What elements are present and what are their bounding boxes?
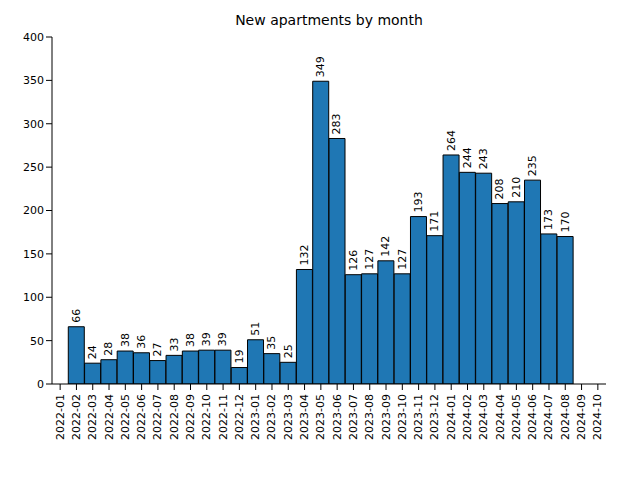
svg-text:25: 25 xyxy=(282,344,295,358)
svg-text:132: 132 xyxy=(298,244,311,265)
svg-text:127: 127 xyxy=(363,249,376,270)
svg-text:100: 100 xyxy=(23,291,44,304)
svg-text:33: 33 xyxy=(168,337,181,351)
html-text:New apartments by month: New apartments by month xyxy=(235,12,423,28)
svg-text:2023-12: 2023-12 xyxy=(428,394,441,440)
svg-text:19: 19 xyxy=(233,350,246,364)
svg-text:250: 250 xyxy=(23,161,44,174)
svg-text:350: 350 xyxy=(23,74,44,87)
svg-text:38: 38 xyxy=(119,333,132,347)
svg-text:2024-10: 2024-10 xyxy=(591,394,604,440)
svg-text:2023-01: 2023-01 xyxy=(249,394,262,440)
svg-text:2024-09: 2024-09 xyxy=(575,394,588,440)
svg-text:51: 51 xyxy=(249,322,262,336)
svg-text:170: 170 xyxy=(559,212,572,233)
svg-text:2022-02: 2022-02 xyxy=(70,394,83,440)
svg-text:208: 208 xyxy=(493,179,506,200)
svg-text:127: 127 xyxy=(396,249,409,270)
svg-text:2023-02: 2023-02 xyxy=(265,394,278,440)
svg-text:35: 35 xyxy=(265,336,278,350)
svg-text:349: 349 xyxy=(314,56,327,77)
svg-text:2022-06: 2022-06 xyxy=(135,394,148,440)
svg-text:39: 39 xyxy=(216,332,229,346)
svg-text:2022-09: 2022-09 xyxy=(184,394,197,440)
svg-text:171: 171 xyxy=(428,211,441,232)
svg-text:2022-08: 2022-08 xyxy=(168,394,181,440)
svg-text:2022-07: 2022-07 xyxy=(151,394,164,440)
svg-text:126: 126 xyxy=(347,250,360,271)
svg-text:2024-07: 2024-07 xyxy=(542,394,555,440)
svg-text:2023-06: 2023-06 xyxy=(331,394,344,440)
svg-text:200: 200 xyxy=(23,204,44,217)
svg-text:2022-10: 2022-10 xyxy=(200,394,213,440)
svg-text:2022-11: 2022-11 xyxy=(217,394,230,440)
svg-text:2024-06: 2024-06 xyxy=(526,394,539,440)
svg-text:2024-08: 2024-08 xyxy=(559,394,572,440)
svg-text:50: 50 xyxy=(30,335,44,348)
svg-text:243: 243 xyxy=(477,148,490,169)
svg-text:27: 27 xyxy=(151,343,164,357)
svg-text:66: 66 xyxy=(70,309,83,323)
svg-text:2023-03: 2023-03 xyxy=(282,394,295,440)
svg-text:2023-04: 2023-04 xyxy=(298,394,311,440)
svg-text:2023-11: 2023-11 xyxy=(412,394,425,440)
svg-text:150: 150 xyxy=(23,248,44,261)
svg-text:36: 36 xyxy=(135,335,148,349)
svg-text:39: 39 xyxy=(200,332,213,346)
svg-text:2024-01: 2024-01 xyxy=(445,394,458,440)
svg-text:2024-05: 2024-05 xyxy=(510,394,523,440)
svg-text:235: 235 xyxy=(526,155,539,176)
svg-text:2023-08: 2023-08 xyxy=(363,394,376,440)
svg-text:400: 400 xyxy=(23,31,44,44)
svg-text:28: 28 xyxy=(102,342,115,356)
svg-text:244: 244 xyxy=(461,147,474,168)
svg-text:2022-03: 2022-03 xyxy=(86,394,99,440)
svg-text:300: 300 xyxy=(23,118,44,131)
svg-text:2023-07: 2023-07 xyxy=(347,394,360,440)
svg-text:210: 210 xyxy=(510,177,523,198)
svg-text:2024-04: 2024-04 xyxy=(494,394,507,440)
svg-text:2023-10: 2023-10 xyxy=(396,394,409,440)
svg-text:283: 283 xyxy=(331,113,344,134)
svg-text:2022-01: 2022-01 xyxy=(54,394,67,440)
svg-text:173: 173 xyxy=(542,209,555,230)
svg-text:2023-05: 2023-05 xyxy=(314,394,327,440)
svg-text:2024-03: 2024-03 xyxy=(477,394,490,440)
svg-text:2024-02: 2024-02 xyxy=(461,394,474,440)
svg-text:0: 0 xyxy=(37,378,44,391)
svg-text:142: 142 xyxy=(379,236,392,257)
svg-text:2022-12: 2022-12 xyxy=(233,394,246,440)
svg-text:2022-05: 2022-05 xyxy=(119,394,132,440)
svg-text:193: 193 xyxy=(412,192,425,213)
svg-text:2023-09: 2023-09 xyxy=(380,394,393,440)
svg-text:24: 24 xyxy=(86,345,99,359)
svg-text:264: 264 xyxy=(445,130,458,151)
svg-text:38: 38 xyxy=(184,333,197,347)
svg-text:2022-04: 2022-04 xyxy=(103,394,116,440)
